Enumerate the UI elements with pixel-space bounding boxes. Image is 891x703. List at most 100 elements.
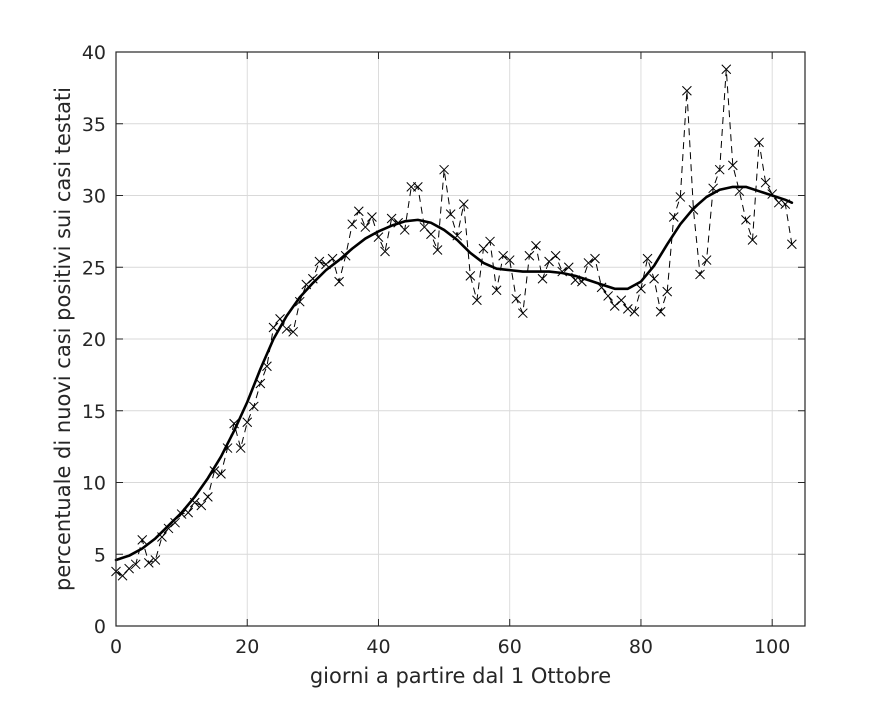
data-point-marker [636, 283, 646, 294]
smoothed-trend-line [114, 185, 794, 562]
marker-stroke [767, 189, 778, 199]
marker-stroke [787, 239, 797, 250]
data-point-marker [137, 535, 148, 545]
marker-stroke [399, 225, 410, 235]
data-point-marker [347, 219, 358, 230]
data-point-marker [622, 304, 633, 314]
marker-stroke [157, 532, 167, 542]
marker-stroke [544, 256, 554, 267]
y-tick-label: 30 [82, 186, 106, 208]
data-point-marker [504, 255, 515, 265]
data-point-marker [170, 517, 180, 528]
data-point-marker [721, 64, 732, 75]
marker-stroke [288, 326, 299, 337]
data-point-marker [268, 322, 279, 333]
marker-stroke [124, 563, 134, 574]
data-point-marker [281, 324, 292, 334]
x-tick-label: 60 [498, 636, 522, 658]
data-point-marker [563, 262, 574, 273]
x-tick-label: 100 [754, 636, 790, 658]
marker-stroke [629, 306, 640, 317]
marker-stroke [649, 273, 659, 284]
series-layer [111, 64, 797, 581]
data-point-marker [426, 229, 436, 240]
marker-stroke [229, 418, 239, 429]
marker-stroke [695, 269, 705, 280]
data-point-marker [235, 443, 246, 453]
marker-stroke [183, 507, 194, 518]
marker-stroke [163, 523, 174, 534]
data-point-marker [360, 222, 371, 232]
plot-frame [115, 51, 806, 627]
marker-stroke [557, 266, 568, 277]
data-point-marker [294, 296, 305, 307]
marker-stroke [662, 286, 673, 297]
marker-stroke [150, 555, 161, 565]
marker-stroke [708, 183, 718, 194]
marker-stroke [242, 417, 253, 428]
marker-stroke [130, 559, 141, 570]
marker-stroke [682, 85, 692, 96]
marker-stroke [616, 295, 627, 306]
marker-stroke [203, 491, 213, 502]
data-point-marker [203, 491, 213, 502]
data-point-marker [412, 182, 423, 192]
marker-stroke [741, 215, 751, 225]
data-point-marker [124, 563, 134, 574]
data-point-marker [747, 235, 758, 245]
marker-stroke [360, 222, 371, 232]
marker-stroke [170, 517, 180, 528]
marker-stroke [137, 535, 148, 545]
data-point-marker [583, 258, 594, 268]
marker-stroke [721, 64, 732, 75]
data-point-marker [511, 293, 522, 304]
marker-stroke [445, 209, 456, 220]
data-point-marker [537, 273, 548, 284]
marker-stroke [655, 306, 666, 317]
y-tick-label: 35 [82, 114, 106, 136]
tick-labels: 0 20 40 60 80 100 0 5 10 15 20 25 30 35 40 [82, 42, 791, 658]
marker-stroke [248, 401, 259, 412]
data-point-marker [386, 213, 397, 224]
marker-stroke [353, 206, 364, 217]
x-tick-label: 0 [110, 636, 122, 658]
marker-stroke [189, 497, 200, 508]
data-point-marker [675, 192, 686, 202]
marker-stroke [196, 500, 207, 511]
x-tick-label: 80 [629, 636, 653, 658]
data-point-marker [485, 236, 495, 247]
marker-stroke [511, 293, 522, 304]
marker-stroke [386, 213, 397, 224]
marker-stroke [380, 246, 390, 257]
data-point-marker [609, 301, 620, 311]
data-point-marker [445, 209, 456, 220]
data-point-marker [196, 500, 207, 511]
data-point-marker [163, 523, 174, 534]
marker-stroke [550, 250, 561, 261]
marker-stroke [727, 160, 738, 171]
data-point-marker [314, 256, 325, 267]
data-point-marker [714, 164, 725, 175]
data-point-marker [380, 246, 390, 257]
marker-stroke [367, 212, 377, 222]
data-point-marker [255, 378, 266, 389]
y-tick-label: 40 [82, 42, 106, 64]
y-tick-label: 25 [82, 257, 106, 279]
marker-stroke [675, 192, 686, 202]
marker-stroke [603, 291, 613, 301]
marker-stroke [235, 443, 246, 453]
data-point-marker [248, 401, 259, 412]
marker-stroke [747, 235, 758, 245]
data-point-marker [216, 469, 226, 479]
marker-stroke [563, 262, 574, 273]
marker-stroke [472, 295, 482, 306]
marker-stroke [268, 322, 279, 333]
data-point-marker [472, 295, 482, 306]
x-tick-label: 20 [235, 636, 259, 658]
y-tick-label: 10 [82, 473, 106, 495]
data-point-marker [655, 306, 666, 317]
data-point-marker [465, 271, 476, 281]
data-point-marker [399, 225, 410, 235]
data-point-marker [150, 555, 161, 565]
x-axis-label: giorni a partire dal 1 Ottobre [310, 664, 611, 688]
